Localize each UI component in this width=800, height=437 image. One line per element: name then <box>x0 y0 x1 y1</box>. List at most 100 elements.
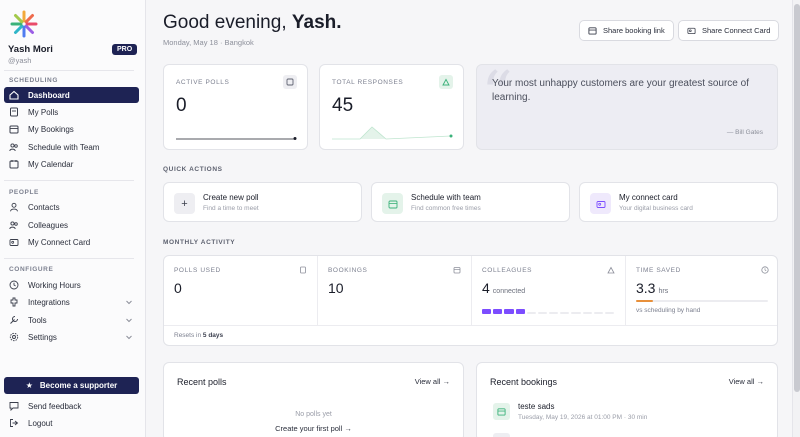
sidebar-divider <box>4 70 134 71</box>
colleague-segment <box>604 312 615 314</box>
monthly-footer: Resets in 5 days <box>164 325 777 347</box>
logout-link[interactable]: Logout <box>4 415 139 431</box>
recent-polls-panel: Recent polls View all → No polls yet Cre… <box>163 362 464 437</box>
calendar-icon <box>453 267 461 274</box>
sidebar: Yash Mori @yash PRO SCHEDULING Dashboard… <box>0 0 146 437</box>
active-polls-value: 0 <box>176 95 187 116</box>
colleagues-icon <box>9 220 19 230</box>
monthly-activity-title: MONTHLY ACTIVITY <box>163 239 236 246</box>
card-icon <box>590 193 611 214</box>
quote-author: — Bill Gates <box>726 129 763 136</box>
colleague-segment <box>482 309 492 314</box>
user-name: Yash Mori <box>8 44 53 55</box>
colleague-segment <box>560 312 570 314</box>
active-polls-card[interactable]: ACTIVE POLLS 0 <box>163 64 308 150</box>
team-icon <box>607 266 615 274</box>
sidebar-divider <box>4 258 134 259</box>
bookings-cell: BOOKINGS 10 <box>318 256 472 325</box>
send-feedback-link[interactable]: Send feedback <box>4 398 139 414</box>
sidebar-item-my-connect-card[interactable]: My Connect Card <box>4 234 139 250</box>
star-icon: ★ <box>25 381 33 390</box>
contacts-icon <box>9 202 19 212</box>
sidebar-item-dashboard[interactable]: Dashboard <box>4 87 139 103</box>
feedback-icon <box>9 401 19 411</box>
time-saved-note: vs scheduling by hand <box>636 307 701 314</box>
sidebar-item-my-calendar[interactable]: My Calendar <box>4 156 139 172</box>
sidebar-item-schedule-with-team[interactable]: Schedule with Team <box>4 139 139 155</box>
active-polls-label: ACTIVE POLLS <box>176 79 230 86</box>
colleague-segment <box>549 312 559 314</box>
recent-polls-view-all-link[interactable]: View all → <box>414 377 450 386</box>
sidebar-item-tools[interactable]: Tools <box>4 312 139 328</box>
colleagues-unit: connected <box>492 288 526 295</box>
app-logo-icon[interactable] <box>10 10 38 38</box>
sidebar-item-label: Contacts <box>28 202 60 212</box>
calendar-icon <box>588 27 597 35</box>
calendar-icon <box>9 159 19 169</box>
tools-icon <box>9 315 19 325</box>
page-title: Good evening, Yash. <box>163 12 342 33</box>
colleagues-cell: COLLEAGUES 4 connected <box>472 256 626 325</box>
polls-icon <box>300 266 306 274</box>
sidebar-item-integrations[interactable]: Integrations <box>4 294 139 310</box>
bookings-icon <box>9 124 19 134</box>
sidebar-item-colleagues[interactable]: Colleagues <box>4 217 139 233</box>
bookings-label: BOOKINGS <box>328 267 368 274</box>
quick-action-title: Create new poll <box>203 193 259 202</box>
become-supporter-button[interactable]: ★ Become a supporter <box>4 377 139 394</box>
connect-card-icon <box>687 27 696 35</box>
sidebar-item-settings[interactable]: Settings <box>4 329 139 345</box>
monthly-activity-card: POLLS USED 0 BOOKINGS 10 COLLEAGUES 4 con… <box>163 255 778 346</box>
sidebar-item-my-polls[interactable]: My Polls <box>4 104 139 120</box>
plus-icon: + <box>174 193 195 214</box>
colleague-segment <box>571 312 581 314</box>
integrations-icon <box>9 297 19 307</box>
resets-text: Resets in 5 days <box>174 332 224 339</box>
colleagues-label: COLLEAGUES <box>482 267 533 274</box>
colleague-segment <box>537 312 548 314</box>
logout-icon <box>9 418 19 428</box>
schedule-with-team-action[interactable]: Schedule with team Find common free time… <box>371 182 570 222</box>
sidebar-item-my-bookings[interactable]: My Bookings <box>4 121 139 137</box>
total-responses-sparkline <box>332 126 454 140</box>
quick-action-subtitle: Find common free times <box>411 205 481 212</box>
section-label-configure: CONFIGURE <box>9 266 54 273</box>
sidebar-item-label: Settings <box>28 332 57 342</box>
polls-icon <box>9 107 19 117</box>
sidebar-item-contacts[interactable]: Contacts <box>4 199 139 215</box>
colleagues-segment-bar <box>482 309 615 314</box>
booking-subtitle: Tuesday, May 19, 2026 at 01:00 PM · 30 m… <box>518 414 648 421</box>
sidebar-item-working-hours[interactable]: Working Hours <box>4 277 139 293</box>
greeting-name: Yash. <box>291 12 342 33</box>
recent-bookings-view-all-link[interactable]: View all → <box>728 377 764 386</box>
chevron-down-icon <box>126 300 132 305</box>
polls-icon <box>283 75 297 89</box>
logout-label: Logout <box>28 418 53 428</box>
total-responses-card[interactable]: TOTAL RESPONSES 45 <box>319 64 464 150</box>
feedback-label: Send feedback <box>28 401 82 411</box>
share-connect-card-label: Share Connect Card <box>702 26 771 35</box>
settings-icon <box>9 332 19 342</box>
colleague-segment <box>493 309 503 314</box>
quote-text: Your most unhappy customers are your gre… <box>492 78 749 103</box>
quick-action-title: My connect card <box>619 193 678 202</box>
create-new-poll-action[interactable]: + Create new poll Find a time to meet <box>163 182 362 222</box>
create-first-poll-link[interactable]: Create your first poll → <box>275 424 352 433</box>
colleague-segment <box>593 312 603 314</box>
quick-action-subtitle: Your digital business card <box>619 205 693 212</box>
time-saved-label: TIME SAVED <box>636 267 681 274</box>
time-saved-progress-fill <box>636 300 653 302</box>
share-booking-link-button[interactable]: Share booking link <box>579 20 674 41</box>
page-scrollbar[interactable] <box>792 0 800 437</box>
share-connect-card-button[interactable]: Share Connect Card <box>678 20 780 41</box>
booking-title: teste sads <box>518 402 555 411</box>
pro-badge: PRO <box>112 44 138 55</box>
colleague-segment <box>582 312 592 314</box>
my-connect-card-action[interactable]: My connect card Your digital business ca… <box>579 182 778 222</box>
share-booking-link-label: Share booking link <box>603 26 665 35</box>
bookings-value: 10 <box>328 280 344 296</box>
chevron-down-icon <box>126 335 132 340</box>
scrollbar-thumb[interactable] <box>794 4 800 392</box>
sidebar-item-label: Schedule with Team <box>28 142 100 152</box>
connect-card-icon <box>9 237 19 247</box>
